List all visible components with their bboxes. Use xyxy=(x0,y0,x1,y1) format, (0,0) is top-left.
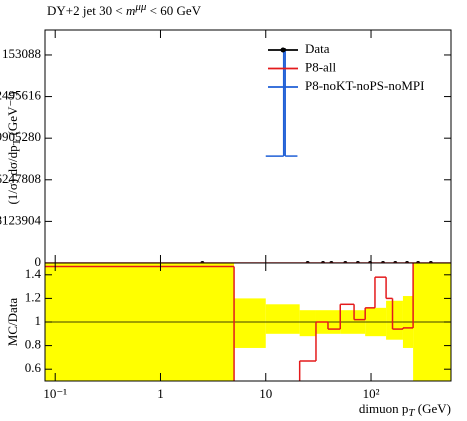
x-tick-label: 10² xyxy=(363,386,380,401)
x-tick-label: 10⁻¹ xyxy=(43,386,67,401)
y-tick-label: 12495616 xyxy=(0,88,42,103)
legend-label: P8-noKT-noPS-noMPI xyxy=(305,78,424,93)
x-tick-label: 1 xyxy=(157,386,164,401)
main-frame xyxy=(44,29,452,264)
legend-label: P8-all xyxy=(305,59,336,74)
y-tick-label: 153088 xyxy=(2,46,41,61)
y-tick-label: 28123904 xyxy=(0,212,42,227)
legend-marker xyxy=(280,47,286,53)
legend-label: Data xyxy=(305,41,330,56)
x-tick-label: 10 xyxy=(259,386,272,401)
x-axis-label: dimuon pT (GeV) xyxy=(359,401,451,419)
chart-title: DY+2 jet 30 < mμμ < 60 GeV xyxy=(47,0,202,18)
y-tick-label: 1.4 xyxy=(25,266,42,281)
ratio-y-label: MC/Data xyxy=(5,298,20,347)
y-tick-label: 0 xyxy=(35,254,42,269)
uncertainty-band xyxy=(234,298,266,348)
y-tick-label: 09905280 xyxy=(0,129,41,144)
ratio-plot xyxy=(45,263,451,381)
uncertainty-band xyxy=(386,300,403,340)
y-tick-label: 1 xyxy=(35,313,42,328)
y-tick-label: 56247808 xyxy=(0,171,41,186)
y-tick-label: 1.2 xyxy=(25,289,41,304)
uncertainty-band xyxy=(265,304,300,334)
y-tick-label: 0.6 xyxy=(25,360,42,375)
uncertainty-band xyxy=(299,310,316,337)
y-tick-label: 0.8 xyxy=(25,337,41,352)
axes: 0 28123904 56247808 09905280 12495616 153088 D… xyxy=(0,30,451,401)
ratio-frame xyxy=(44,262,452,382)
y-axis-label: (1/σ) dσ/dpT (GeV⁻¹) xyxy=(5,91,23,204)
